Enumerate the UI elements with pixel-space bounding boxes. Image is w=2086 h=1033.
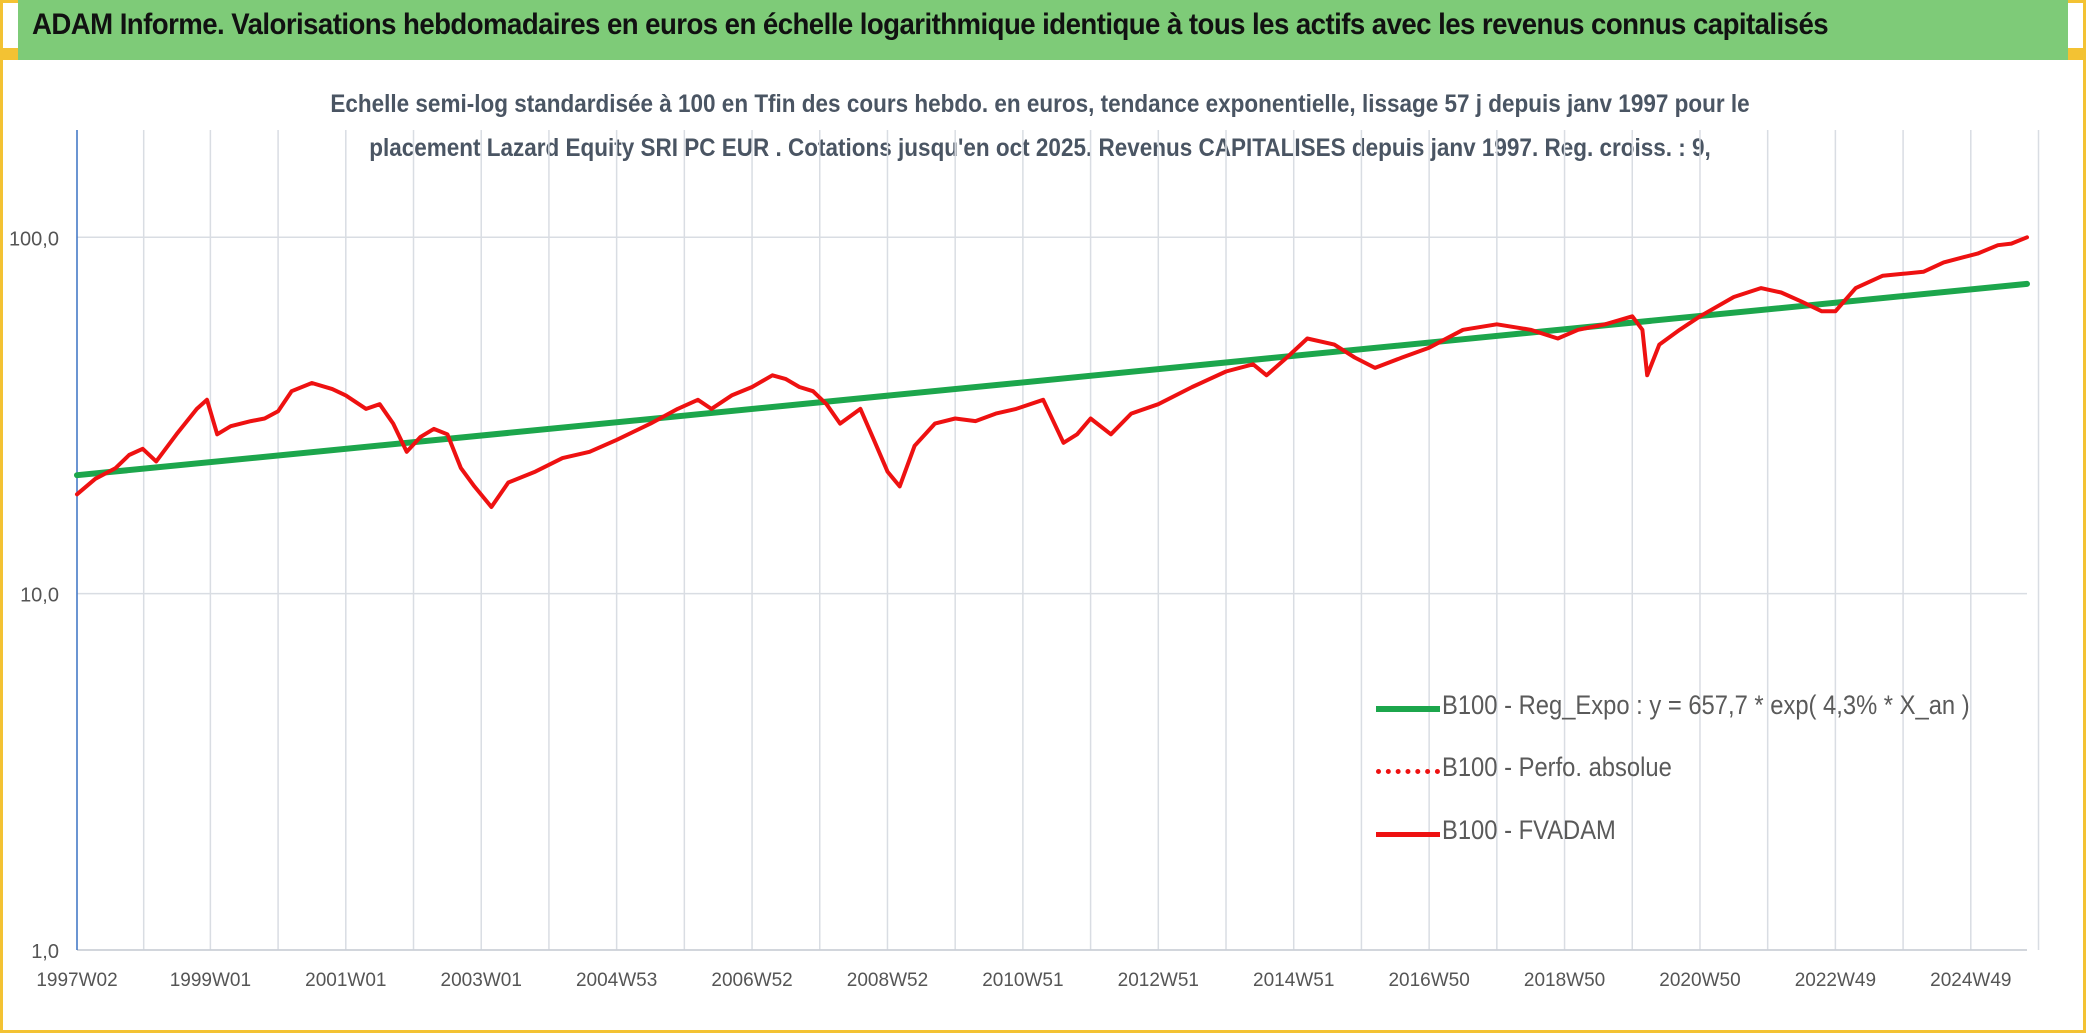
corner-marker-right [2068, 48, 2086, 60]
y-tick-label: 1,0 [31, 941, 59, 963]
x-tick-label: 2004W53 [576, 970, 657, 991]
trend-line-series [74, 280, 2030, 479]
fvadam-line-series [75, 235, 2029, 509]
chart-subtitle-line-1: Echelle semi-log standardisée à 100 en T… [330, 90, 1750, 118]
x-tick-label: 2010W51 [982, 970, 1063, 991]
x-tick-label: 2003W01 [441, 970, 522, 991]
x-tick-label: 1999W01 [170, 970, 251, 991]
report-title: ADAM Informe. Valorisations hebdomadaire… [32, 8, 1829, 41]
x-tick-label: 1997W02 [36, 970, 117, 991]
legend-label-fvadam: B100 - FVADAM [1442, 815, 1616, 845]
axis-layer: 1,0 10,0 100,0 1997W02 1999W01 2001W01 2003W01… [9, 130, 2027, 991]
x-tick-label: 2008W52 [847, 970, 928, 991]
legend-swatch-trend [1376, 706, 1440, 712]
title-banner: ADAM Informe. Valorisations hebdomadaire… [18, 0, 2068, 60]
legend-label-trend: B100 - Reg_Expo : y = 657,7 * exp( 4,3% … [1442, 690, 1970, 720]
x-tick-label: 2024W49 [1930, 970, 2011, 991]
corner-marker-left [0, 48, 18, 60]
legend-swatch-perfo [1376, 769, 1440, 774]
y-tick-label: 10,0 [20, 585, 59, 607]
chart-subtitle-line-2: placement Lazard Equity SRI PC EUR . Cot… [369, 134, 1711, 162]
y-tick-label: 100,0 [9, 228, 59, 250]
x-tick-label: 2014W51 [1253, 970, 1334, 991]
x-tick-label: 2016W50 [1388, 970, 1469, 991]
x-tick-label: 2012W51 [1118, 970, 1199, 991]
x-tick-label: 2022W49 [1795, 970, 1876, 991]
legend-label-perfo: B100 - Perfo. absolue [1442, 752, 1672, 782]
legend-swatch-fvadam [1376, 832, 1440, 837]
x-tick-label: 2006W52 [711, 970, 792, 991]
series-layer [74, 235, 2030, 509]
x-tick-label: 2020W50 [1659, 970, 1740, 991]
x-tick-label: 2001W01 [305, 970, 386, 991]
grid-layer [77, 130, 2040, 951]
x-tick-label: 2018W50 [1524, 970, 1605, 991]
